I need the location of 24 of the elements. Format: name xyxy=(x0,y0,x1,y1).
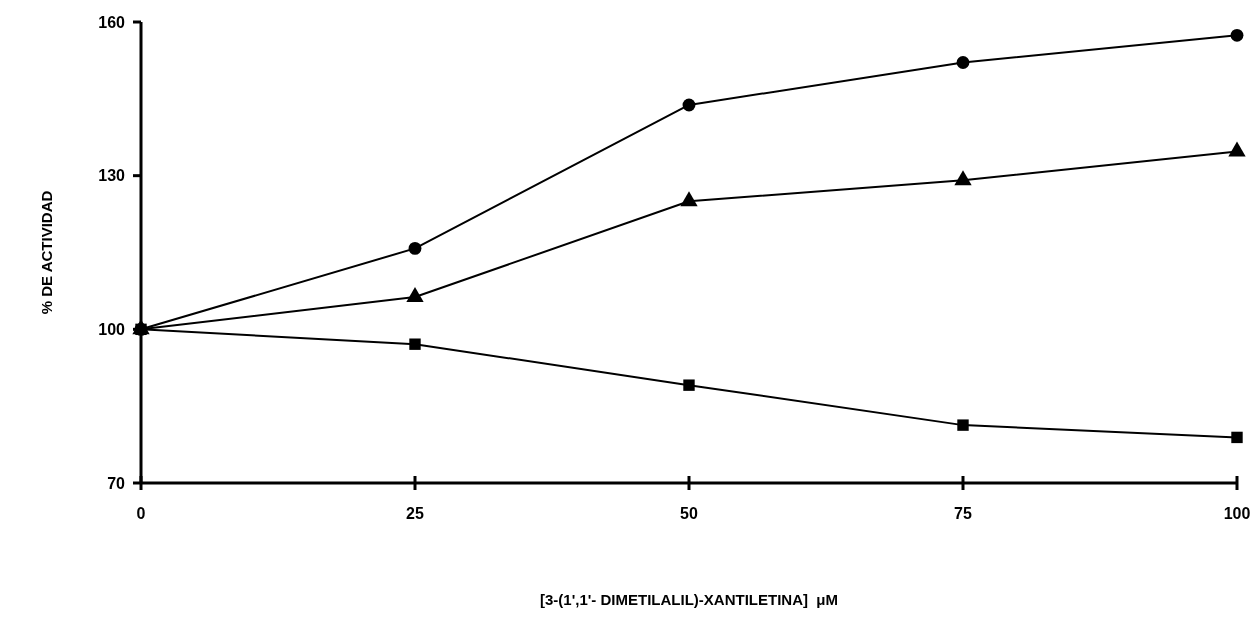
point xyxy=(1231,431,1243,444)
point xyxy=(132,319,150,335)
point xyxy=(1230,28,1244,42)
x-tick-label: 75 xyxy=(954,505,972,522)
x-tick-label: 25 xyxy=(406,505,424,522)
y-tick-label: 160 xyxy=(98,13,126,31)
y-tick-label: 130 xyxy=(98,167,126,185)
point xyxy=(957,419,969,431)
point xyxy=(408,241,422,255)
y-tick-label: 70 xyxy=(107,474,126,492)
point xyxy=(1228,141,1246,157)
x-tick-label: 50 xyxy=(680,505,698,522)
point xyxy=(406,287,424,303)
point xyxy=(683,379,695,391)
x-tick-label: 0 xyxy=(136,505,146,522)
point xyxy=(954,170,972,186)
y-axis-title: % DE ACTIVIDAD xyxy=(38,190,55,315)
point xyxy=(682,98,696,112)
point xyxy=(409,338,421,350)
point xyxy=(680,191,698,207)
y-tick-label: 100 xyxy=(98,320,126,338)
x-axis-title: [3-(1',1'- DIMETILALIL)-XANTILETINA] μM xyxy=(540,591,838,608)
x-tick-label: 100 xyxy=(1223,505,1251,522)
point xyxy=(956,56,970,69)
